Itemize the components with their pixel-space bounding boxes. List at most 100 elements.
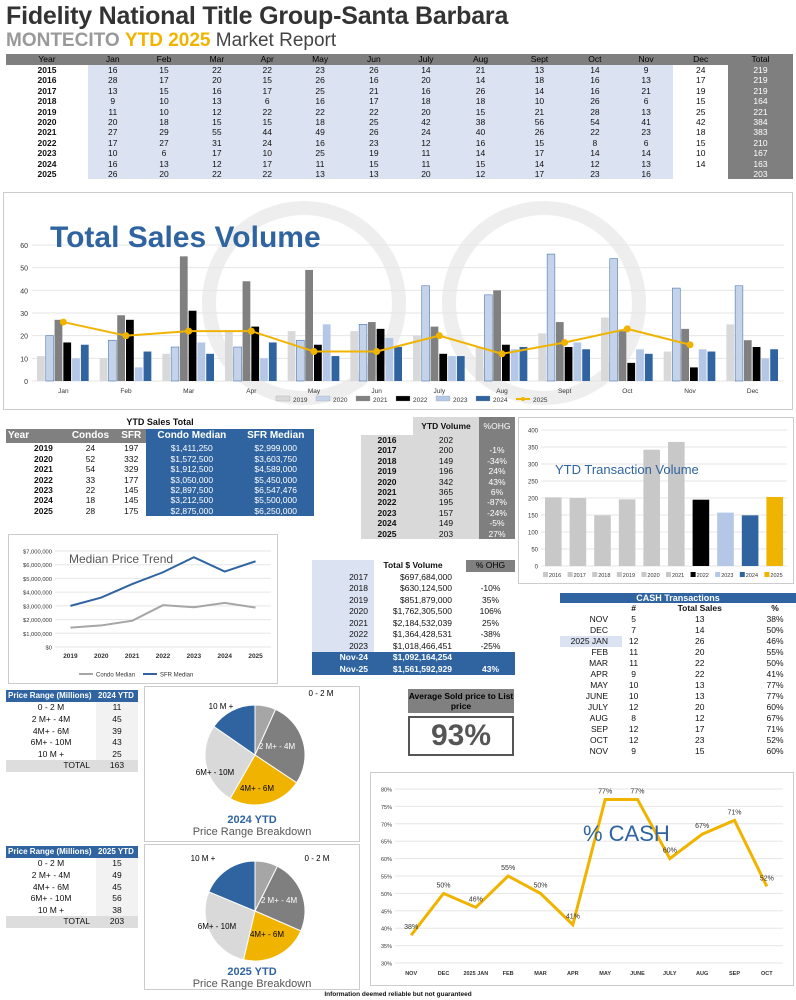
table-cell: 24%: [479, 466, 515, 477]
table-cell: 2022: [361, 497, 413, 508]
bar-2022: [188, 310, 197, 381]
table-cell: 18: [291, 117, 350, 128]
table-cell: 43: [96, 737, 138, 749]
highlight-row: Nov-24 $1,092,164,254: [312, 652, 515, 664]
price-range-2024-table: Price Range (Millions) 2024 YTD 0 - 2 M 11 2…: [6, 690, 138, 772]
x-tick-label: FEB: [503, 971, 514, 977]
avg-sold-value: 93%: [408, 716, 514, 756]
table-cell: 6M+ - 10M: [30, 737, 72, 748]
bar-2024: [582, 349, 590, 381]
header-cell: [361, 417, 413, 435]
table-row: 2023 22 145 $2,897,500 $6,547,476: [6, 485, 314, 496]
table-cell: 10 M +: [37, 748, 65, 759]
y-tick-label: 60%: [381, 857, 392, 863]
pie-label: 2 M+ - 4M: [261, 896, 298, 905]
table-row: 2019 196 24%: [361, 466, 515, 477]
bar-2020: [45, 335, 54, 382]
table-cell: 2020: [361, 476, 413, 488]
table-cell: 23: [618, 127, 674, 138]
header-cell: Price Range (Millions): [6, 846, 96, 859]
x-tick-label: 2020: [647, 573, 659, 579]
legend-swatch: [666, 572, 671, 577]
table-cell: 16: [88, 158, 138, 170]
table-cell: 28: [85, 505, 96, 516]
total-sales-volume-chart: 0 10 20 30 40 50 60 Jan Feb Mar Apr May Jun July Aug Se…: [20, 201, 784, 405]
x-tick-label: 2024: [217, 653, 232, 660]
header-july: July: [398, 54, 454, 65]
legend-swatch: [567, 572, 573, 577]
table-row: 2 M+ - 4M 45: [6, 714, 138, 726]
bar-2023: [260, 358, 268, 381]
table-cell: 38%: [766, 614, 784, 625]
table-cell: 332: [124, 453, 139, 464]
bar-2022: [439, 353, 448, 381]
table-cell: 45: [96, 714, 138, 726]
table-cell: 16: [88, 65, 138, 76]
table-row: SEP 12 17 71%: [560, 724, 796, 735]
table-cell: [673, 169, 729, 180]
x-tick-label: DEC: [438, 971, 450, 977]
table-cell: 2016: [361, 435, 413, 446]
table-cell: 10: [243, 148, 292, 159]
table-cell: 6: [618, 96, 674, 107]
y-tick-label: 150: [528, 514, 539, 520]
table-row: 2023 10 6 17 10 25 19 11 14 17 14 14 10 167: [6, 148, 793, 159]
table-row: 2024 18 145 $3,212,500 $5,500,000: [6, 495, 314, 506]
table-cell: 2019: [34, 443, 53, 454]
table-cell: 77%: [766, 680, 784, 691]
table-cell: 13: [137, 158, 191, 170]
table-cell: 52: [85, 453, 96, 464]
pie-label: 2 M+ - 4M: [259, 742, 296, 751]
table-cell: 16: [571, 75, 619, 86]
bar-2020: [609, 258, 618, 382]
table-cell: 17: [507, 169, 572, 180]
table-cell: 384: [728, 117, 793, 128]
table-row: JULY 12 20 60%: [560, 702, 796, 713]
table-cell: $2,875,000: [146, 505, 238, 517]
table-cell: 219: [728, 85, 793, 97]
bar-2020: [672, 287, 681, 382]
table-cell: 16: [349, 75, 399, 86]
table-cell: -38%: [480, 629, 501, 639]
table-cell: 5: [631, 614, 636, 625]
table-cell: $2,999,000: [237, 443, 314, 454]
table-cell: 2020: [37, 117, 57, 128]
table-cell: 25: [96, 748, 138, 761]
table-cell: 35%: [481, 594, 499, 605]
bar-2021: [117, 315, 125, 381]
table-cell: 4M+ - 6M: [32, 881, 70, 892]
table-cell: 149: [413, 518, 480, 529]
table-row: NOV 5 13 38%: [560, 614, 796, 625]
bar-2019: [618, 499, 636, 566]
table-cell: 16: [291, 96, 350, 107]
table-cell: 17: [507, 148, 572, 159]
y-tick-label: 50: [20, 266, 28, 273]
table-cell: 25%: [481, 617, 499, 628]
y-tick-label: $2,000,000: [23, 618, 52, 624]
bar-2019: [413, 335, 421, 381]
table-cell: $2,897,500: [146, 485, 238, 496]
table-row: AUG 8 12 67%: [560, 713, 796, 724]
total-label: TOTAL: [6, 916, 96, 928]
header-row: # Total Sales%: [560, 603, 796, 614]
pie-label: 4M+ - 6M: [250, 930, 284, 939]
table-cell: 10: [137, 106, 191, 118]
table-cell: $4,589,000: [237, 464, 314, 475]
legend-swatch: [616, 572, 622, 577]
header-cell: Year: [6, 429, 65, 444]
table-cell: 20: [694, 702, 705, 713]
x-tick-label: 2025: [248, 653, 263, 660]
table-cell: 11: [96, 702, 138, 714]
table-cell: 10: [88, 148, 138, 159]
bar-2023: [573, 342, 582, 381]
data-label: 55%: [501, 865, 515, 872]
y-tick-label: $3,000,000: [23, 604, 52, 610]
total-label: TOTAL: [6, 760, 96, 772]
header-jun: Jun: [349, 54, 399, 65]
bar-2022: [692, 499, 710, 566]
x-tick-label: AUG: [696, 971, 708, 977]
table-cell: 45: [96, 881, 138, 894]
table-cell: 2 M+ - 4M: [31, 870, 71, 880]
table-cell: $851,879,000: [400, 594, 452, 605]
table-row: JUNE 10 13 77%: [560, 691, 796, 702]
